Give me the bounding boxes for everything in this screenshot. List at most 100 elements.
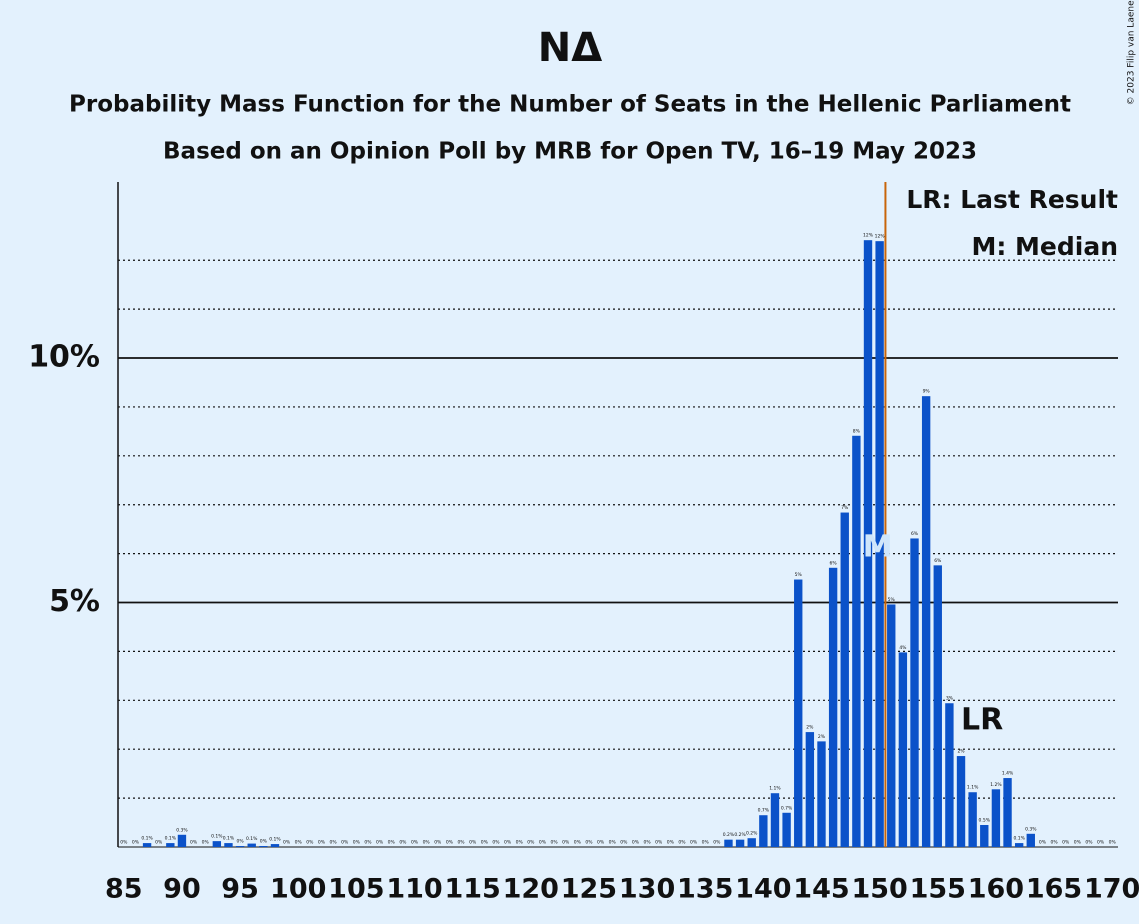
- bar: [910, 538, 919, 847]
- bar: [770, 793, 780, 847]
- bar: [1014, 843, 1024, 847]
- value-label: 0.1%: [165, 836, 177, 842]
- bar: [212, 841, 222, 847]
- legend-entry: LR: Last Result: [906, 185, 1118, 214]
- value-label: 12%: [863, 233, 874, 239]
- value-label: 0%: [597, 840, 605, 846]
- x-tick-label: 125: [561, 874, 617, 905]
- value-label: 1.4%: [1002, 771, 1014, 777]
- annotation: M: [863, 530, 893, 565]
- value-label: 0%: [341, 840, 349, 846]
- annotation: LR: [961, 703, 1003, 738]
- value-label: 0%: [1050, 840, 1058, 846]
- bar: [1003, 778, 1012, 847]
- bar: [980, 824, 989, 847]
- bar: [142, 843, 152, 847]
- value-label: 0%: [667, 840, 675, 846]
- bar: [945, 703, 954, 847]
- value-label: 0.1%: [246, 836, 258, 842]
- value-label: 0%: [527, 840, 535, 846]
- value-label: 0%: [423, 840, 431, 846]
- bar: [794, 579, 803, 847]
- x-tick-label: 105: [328, 874, 384, 905]
- value-label: 0%: [318, 840, 326, 846]
- value-label: 4%: [899, 645, 907, 651]
- value-label: 2%: [957, 749, 965, 755]
- bar: [235, 846, 245, 847]
- value-label: 0%: [1109, 840, 1117, 846]
- value-label: 0%: [446, 840, 454, 846]
- value-label: 0%: [632, 840, 640, 846]
- bar: [840, 512, 849, 847]
- value-label: 0%: [481, 840, 489, 846]
- value-label: 0.7%: [781, 805, 793, 811]
- value-label: 0%: [376, 840, 384, 846]
- bar: [933, 565, 942, 847]
- value-label: 0%: [690, 840, 698, 846]
- value-label: 9%: [923, 389, 931, 395]
- legend-entry: M: Median: [971, 232, 1118, 261]
- value-label: 0%: [620, 840, 628, 846]
- bar: [747, 838, 756, 847]
- value-label: 0%: [550, 840, 558, 846]
- value-label: 0%: [574, 840, 582, 846]
- bar: [270, 844, 280, 847]
- value-label: 0%: [678, 840, 686, 846]
- value-label: 0%: [283, 840, 291, 846]
- bar: [887, 604, 896, 847]
- value-label: 0%: [411, 840, 419, 846]
- bar: [259, 846, 268, 847]
- bar: [759, 815, 768, 847]
- value-label: 0%: [330, 840, 338, 846]
- value-label: 0%: [237, 839, 245, 845]
- value-label: 1.1%: [769, 786, 781, 792]
- value-label: 0.1%: [141, 836, 153, 842]
- x-tick-label: 90: [163, 874, 201, 905]
- x-tick-label: 145: [793, 874, 849, 905]
- x-tick-label: 150: [851, 874, 907, 905]
- value-label: 0.1%: [211, 834, 223, 840]
- chart-title: NΔ: [538, 25, 602, 71]
- x-tick-label: 155: [910, 874, 966, 905]
- value-label: 0%: [1097, 840, 1105, 846]
- value-label: 0%: [585, 840, 593, 846]
- bar: [852, 435, 861, 847]
- value-label: 0%: [469, 840, 477, 846]
- value-label: 2%: [818, 734, 826, 740]
- value-label: 0.3%: [1025, 826, 1037, 832]
- value-label: 0%: [504, 840, 512, 846]
- value-label: 0%: [155, 840, 163, 846]
- bar: [956, 756, 966, 847]
- value-label: 0%: [1074, 840, 1082, 846]
- value-label: 2%: [806, 725, 814, 731]
- value-label: 8%: [853, 428, 861, 434]
- value-label: 0%: [1062, 840, 1070, 846]
- value-label: 0%: [539, 840, 547, 846]
- value-label: 0%: [492, 840, 500, 846]
- value-label: 0%: [202, 840, 210, 846]
- y-tick-label: 5%: [49, 584, 100, 619]
- x-tick-label: 110: [386, 874, 442, 905]
- x-tick-label: 120: [503, 874, 559, 905]
- bar: [968, 792, 977, 847]
- x-tick-label: 170: [1084, 874, 1139, 905]
- value-label: 6%: [911, 531, 919, 537]
- value-label: 0%: [702, 840, 710, 846]
- value-label: 0%: [295, 840, 303, 846]
- copyright: © 2023 Filip van Laenen: [1127, 0, 1137, 105]
- x-tick-label: 140: [735, 874, 791, 905]
- bar: [224, 843, 233, 847]
- value-label: 1.2%: [990, 782, 1002, 788]
- value-label: 0%: [1085, 840, 1093, 846]
- bar: [1026, 833, 1035, 847]
- bar: [863, 240, 873, 847]
- value-label: 0.7%: [758, 808, 770, 814]
- value-label: 0%: [516, 840, 524, 846]
- bar: [782, 812, 791, 847]
- value-label: 0.3%: [176, 827, 188, 833]
- bar: [247, 843, 256, 847]
- chart-subtitle: Based on an Opinion Poll by MRB for Open…: [163, 139, 977, 165]
- value-label: 0.5%: [979, 817, 991, 823]
- value-label: 0.1%: [223, 836, 235, 842]
